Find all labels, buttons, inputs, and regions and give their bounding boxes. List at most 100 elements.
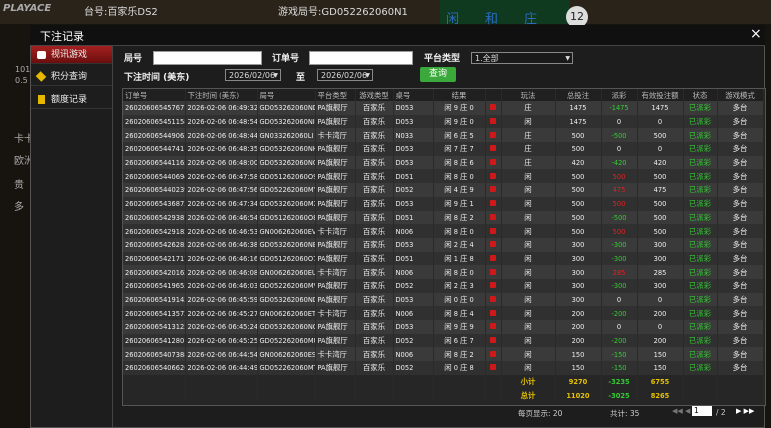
table-cell: 卡卡湾厅 bbox=[315, 224, 356, 238]
table-cell: 2026-02-06 06:44:49 bbox=[185, 361, 258, 375]
subtotal-label: 小计 bbox=[501, 374, 556, 389]
platform-select[interactable]: 1.全部 bbox=[471, 52, 573, 65]
table-row: 260206065420162 2026-02-06 06:46:08 GN0062… bbox=[123, 265, 764, 279]
column-header: 派彩 bbox=[601, 89, 638, 101]
table-cell: PA旗舰厅 bbox=[315, 361, 356, 375]
table-cell: 百家乐 bbox=[355, 101, 394, 115]
side-label: 卡卡 bbox=[14, 134, 34, 145]
table-cell: 500 bbox=[601, 169, 638, 184]
table-cell: 260206065457671 bbox=[123, 101, 186, 115]
table-cell: 庄 bbox=[501, 101, 556, 115]
table-cell: D051 bbox=[393, 169, 434, 184]
table-cell: -200 bbox=[601, 333, 638, 348]
table-cell: GD053262060NC bbox=[257, 320, 316, 334]
table-cell: 260206065429182 bbox=[123, 224, 186, 238]
page-of: / 2 bbox=[716, 408, 726, 417]
result-icon bbox=[490, 172, 496, 179]
result-cell bbox=[485, 251, 502, 266]
column-header: 平台类型 bbox=[315, 89, 356, 101]
table-cell: 2026-02-06 06:46:08 bbox=[185, 265, 258, 279]
table-cell: 500 bbox=[637, 196, 684, 211]
order-input[interactable] bbox=[309, 51, 413, 65]
table-cell: 闲 bbox=[501, 292, 556, 307]
column-header: 桌号 bbox=[393, 89, 434, 101]
table-cell: 多台 bbox=[717, 251, 764, 266]
table-cell: 300 bbox=[637, 251, 684, 266]
result-cell bbox=[485, 183, 502, 197]
prev-buttons[interactable]: ◀◀ ◀ bbox=[672, 407, 691, 415]
column-header: 游戏类型 bbox=[355, 89, 394, 101]
menu-item[interactable]: 视讯游戏 bbox=[31, 46, 112, 64]
bet-table: 订单号 下注时间 (美东) 局号 平台类型 游戏类型 桌号 结果 玩法 总投注 派彩 有效投注额 状态… bbox=[123, 89, 764, 403]
table-cell: 260206065420162 bbox=[123, 265, 186, 279]
table-cell: 百家乐 bbox=[355, 237, 394, 252]
next-buttons[interactable]: ▶ ▶▶ bbox=[736, 407, 755, 415]
table-row: 260206065451158 2026-02-06 06:48:54 GD0532… bbox=[123, 114, 764, 129]
balance: 0.5 bbox=[15, 76, 28, 85]
result-cell bbox=[485, 128, 502, 143]
table-cell: 150 bbox=[637, 347, 684, 362]
table-cell: 260206065426285 bbox=[123, 237, 186, 252]
table-cell: PA旗舰厅 bbox=[315, 114, 356, 129]
table-cell: 多台 bbox=[717, 278, 764, 293]
table-cell: 百家乐 bbox=[355, 183, 394, 197]
table-cell: -420 bbox=[601, 155, 638, 170]
table-cell: 闲 bbox=[501, 210, 556, 225]
menu-item[interactable]: 积分查询 bbox=[31, 68, 112, 86]
close-button[interactable]: × bbox=[750, 26, 762, 42]
table-cell: 多台 bbox=[717, 224, 764, 238]
query-button[interactable]: 查询 bbox=[420, 67, 456, 82]
table-cell: D053 bbox=[393, 114, 434, 129]
table-cell: 2026-02-06 06:46:54 bbox=[185, 210, 258, 225]
table-cell: 200 bbox=[555, 333, 602, 348]
date-from[interactable]: 2026/02/06 bbox=[225, 69, 281, 82]
table-cell: 500 bbox=[555, 142, 602, 156]
table-cell: 多台 bbox=[717, 142, 764, 156]
round-input[interactable] bbox=[153, 51, 262, 65]
empty-cell bbox=[683, 374, 718, 389]
table-cell: 多台 bbox=[717, 292, 764, 307]
result-cell bbox=[485, 101, 502, 115]
table-cell: D053 bbox=[393, 155, 434, 170]
table-cell: D053 bbox=[393, 237, 434, 252]
empty-cell bbox=[257, 388, 316, 403]
table-cell: D052 bbox=[393, 183, 434, 197]
table-cell: 已派彩 bbox=[683, 224, 718, 238]
result-icon bbox=[490, 200, 496, 207]
table-cell: 闲 bbox=[501, 278, 556, 293]
result-cell bbox=[485, 142, 502, 156]
table-cell: PA旗舰厅 bbox=[315, 320, 356, 334]
table-cell: 闲 2 庄 3 bbox=[433, 278, 486, 293]
table-cell: 150 bbox=[555, 347, 602, 362]
table-cell: PA旗舰厅 bbox=[315, 237, 356, 252]
side-label: 多 bbox=[14, 202, 24, 213]
result-icon bbox=[490, 104, 496, 111]
result-icon bbox=[490, 282, 496, 289]
table-cell: 百家乐 bbox=[355, 251, 394, 266]
table-cell: 260206065412801 bbox=[123, 333, 186, 348]
table-cell: D053 bbox=[393, 320, 434, 334]
total-row: 总计 11020 -3025 8265 bbox=[123, 388, 764, 403]
table-cell: 已派彩 bbox=[683, 361, 718, 375]
table-cell: D052 bbox=[393, 278, 434, 293]
menu-item[interactable]: 额度记录 bbox=[31, 91, 112, 109]
table-cell: 闲 bbox=[501, 196, 556, 211]
table-cell: 多台 bbox=[717, 333, 764, 348]
table-cell: 420 bbox=[555, 155, 602, 170]
table-cell: -500 bbox=[601, 210, 638, 225]
date-to[interactable]: 2026/02/06 bbox=[317, 69, 373, 82]
table-cell: -200 bbox=[601, 306, 638, 320]
table-cell: N006 bbox=[393, 265, 434, 279]
page-input[interactable]: 1 bbox=[692, 406, 712, 416]
table-cell: 卡卡湾厅 bbox=[315, 265, 356, 279]
table-cell: -150 bbox=[601, 347, 638, 362]
table-cell: 260206065419655 bbox=[123, 278, 186, 293]
table-cell: 260206065407388 bbox=[123, 347, 186, 362]
table-row: 260206065406626 2026-02-06 06:44:49 GD0522… bbox=[123, 361, 764, 375]
table-cell: N006 bbox=[393, 347, 434, 362]
table-cell: 260206065413572 bbox=[123, 306, 186, 320]
table-cell: D051 bbox=[393, 210, 434, 225]
table-cell: 2026-02-06 06:47:58 bbox=[185, 169, 258, 184]
table-cell: 庄 bbox=[501, 128, 556, 143]
